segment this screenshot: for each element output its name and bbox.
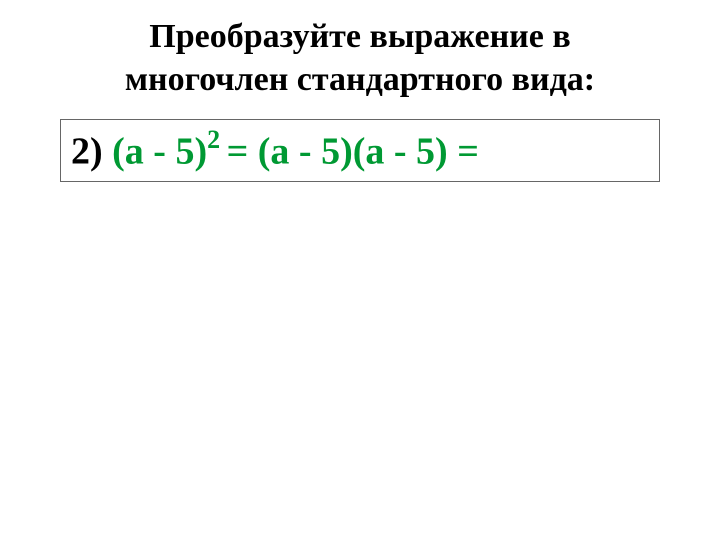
problem-number: 2) bbox=[71, 131, 112, 173]
math-expression-box: 2) (a - 5)2 = (a - 5)(a - 5) = bbox=[60, 119, 660, 182]
page-title: Преобразуйте выражение в многочлен станд… bbox=[0, 0, 720, 101]
expr-expansion: = (a - 5)(a - 5) = bbox=[227, 131, 479, 173]
expr-exponent: 2 bbox=[207, 125, 227, 154]
math-expression: 2) (a - 5)2 = (a - 5)(a - 5) = bbox=[71, 126, 649, 175]
title-line-1: Преобразуйте выражение в bbox=[149, 18, 570, 55]
expr-base: (a - 5) bbox=[112, 131, 207, 173]
title-line-2: многочлен стандартного вида: bbox=[125, 61, 595, 98]
